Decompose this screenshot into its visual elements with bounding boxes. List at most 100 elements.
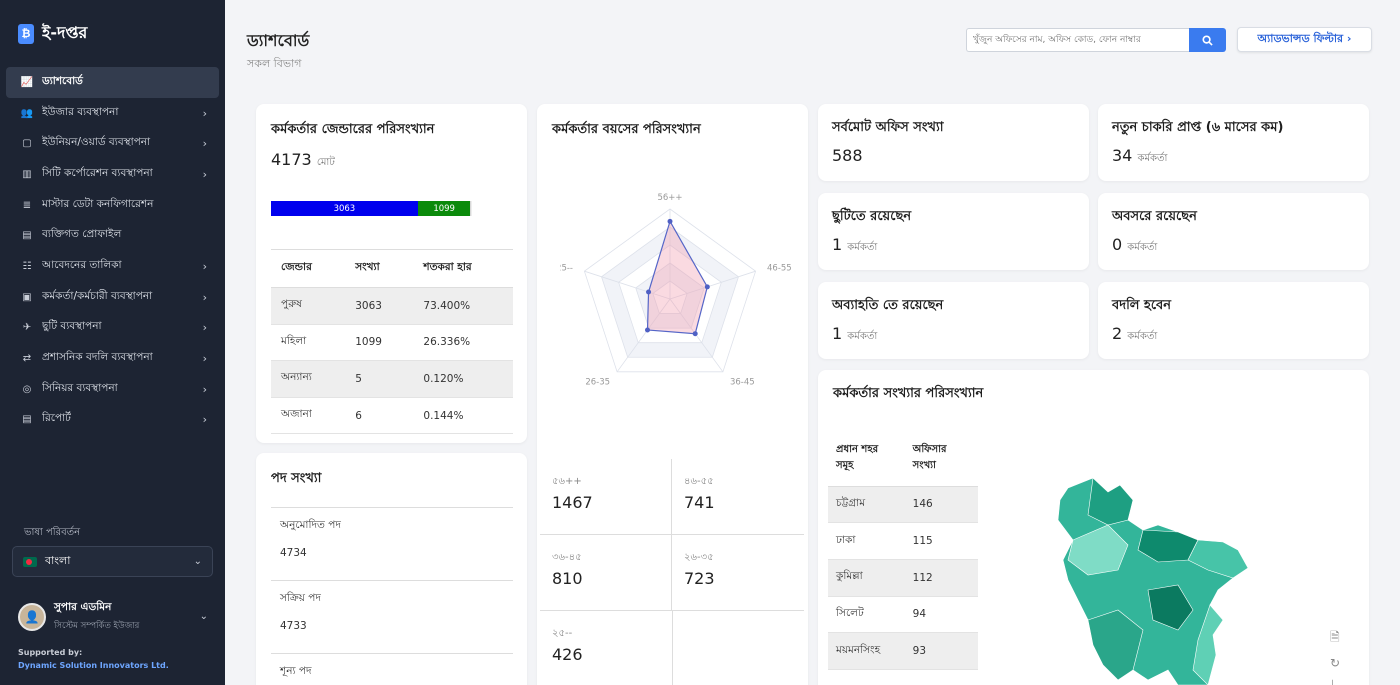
stat-unit: কর্মকর্তা xyxy=(847,242,878,253)
sidebar-item-3[interactable]: ▥ সিটি কর্পোরেশন ব্যবস্থাপনা › xyxy=(6,159,219,190)
search-button[interactable] xyxy=(1189,28,1226,52)
gender-total: 4173 মোট xyxy=(271,150,335,172)
post-value: 4734 xyxy=(280,547,307,559)
stat-card[interactable]: সর্বমোট অফিস সংখ্যা 588 xyxy=(818,104,1089,181)
gender-bar-segment[interactable]: 3063 xyxy=(271,201,418,216)
report-icon: ▤ xyxy=(22,414,32,426)
radar-point[interactable] xyxy=(692,331,698,337)
radar-point[interactable] xyxy=(645,327,651,333)
table-row: ময়মনসিংহ 93 xyxy=(828,632,978,670)
sidebar-item-1[interactable]: 👥 ইউজার ব্যবস্থাপনা › xyxy=(6,98,219,129)
stat-card[interactable]: নতুন চাকরি প্রাপ্ত (৬ মাসের কম) 34 কর্মক… xyxy=(1098,104,1369,181)
stat-value: 2 xyxy=(1112,324,1123,343)
gender-bar-segment[interactable]: 1099 xyxy=(417,201,471,216)
table-cell: মহিলা xyxy=(271,324,346,362)
chevron-down-icon: ⌄ xyxy=(199,611,208,622)
refresh-icon[interactable]: ↻ xyxy=(1330,656,1341,670)
stat-title: সর্বমোট অফিস সংখ্যা xyxy=(832,120,944,135)
radar-point[interactable] xyxy=(646,289,652,295)
stat-number: 1 কর্মকর্তা xyxy=(832,235,877,257)
table-row: ঢাকা 115 xyxy=(828,522,978,560)
stat-value: 1 xyxy=(832,235,843,254)
stat-value: 588 xyxy=(832,146,863,165)
table-cell: চট্টগ্রাম xyxy=(828,486,905,524)
advanced-filter-button[interactable]: অ্যাডভান্সড ফিল্টার › xyxy=(1237,27,1372,52)
table-row: মহিলা 1099 26.336% xyxy=(271,324,513,362)
division-table: প্রধান শহর সমূহ অফিসার সংখ্যা চট্টগ্রাম 14… xyxy=(828,430,978,670)
chevron-down-icon: ⌄ xyxy=(193,556,202,567)
age-value: 723 xyxy=(684,569,715,588)
radar-axis xyxy=(584,270,671,300)
table-cell: 73.400% xyxy=(413,287,513,325)
language-select[interactable]: বাংলা ⌄ xyxy=(12,546,213,577)
stat-unit: কর্মকর্তা xyxy=(1137,153,1168,164)
radar-axis-label: 25-- xyxy=(560,263,573,273)
sidebar-item-2[interactable]: ▢ ইউনিয়ন/ওয়ার্ড ব্যবস্থাপনা › xyxy=(6,128,219,159)
stat-title: বদলি হবেন xyxy=(1112,298,1172,313)
sidebar: ₿ ই-দপ্তর 📈 ড্যাশবোর্ড 👥 ইউজার ব্যবস্থাপ… xyxy=(0,0,225,685)
stat-unit: কর্মকর্তা xyxy=(1127,331,1158,342)
sidebar-item-label: ইউজার ব্যবস্থাপনা xyxy=(42,105,119,118)
sidebar-item-10[interactable]: ◎ সিনিয়র ব্যবস্থাপনা › xyxy=(6,374,219,405)
post-label: শূন্য পদ xyxy=(280,665,312,677)
table-cell: 0.144% xyxy=(413,397,513,435)
radar-axis-label: 46-55 xyxy=(767,263,792,273)
stat-number: 2 কর্মকর্তা xyxy=(1112,324,1157,346)
chevron-right-icon: › xyxy=(202,259,207,273)
stat-title: নতুন চাকরি প্রাপ্ত (৬ মাসের কম) xyxy=(1112,120,1284,135)
table-cell: ঢাকা xyxy=(828,522,905,560)
sidebar-item-0[interactable]: 📈 ড্যাশবোর্ড xyxy=(6,67,219,98)
sidebar-item-9[interactable]: ⇄ প্রশাসনিক বদলি ব্যবস্থাপনা › xyxy=(6,343,219,374)
chevron-right-icon: › xyxy=(202,413,207,427)
sidebar-item-6[interactable]: ☷ আবেদনের তালিকা › xyxy=(6,251,219,282)
list-icon: ☷ xyxy=(22,260,32,272)
table-cell: 1099 xyxy=(345,324,414,362)
bangladesh-flag-icon xyxy=(23,556,37,567)
division-card-title: কর্মকর্তার সংখ্যার পরিসংখ্যান xyxy=(833,386,984,401)
table-cell: সিলেট xyxy=(828,596,905,634)
stat-card[interactable]: অব্যাহতি তে রয়েছেন 1 কর্মকর্তা xyxy=(818,282,1089,359)
age-range: ৩৬-৪৫ xyxy=(552,552,582,563)
stat-unit: কর্মকর্তা xyxy=(847,331,878,342)
list-item: শূন্য পদ xyxy=(271,653,513,685)
sidebar-item-8[interactable]: ✈ ছুটি ব্যবস্থাপনা › xyxy=(6,313,219,344)
stat-value: 1 xyxy=(832,324,843,343)
radar-point[interactable] xyxy=(667,218,673,224)
radar-axis-label: 26-35 xyxy=(585,378,610,388)
user-profile[interactable]: 👤 সুপার এডমিন সিস্টেম সম্পর্কিত ইউজার ⌄ xyxy=(18,600,208,633)
division-column-header: অফিসার সংখ্যা xyxy=(904,430,978,487)
age-value: 1467 xyxy=(552,493,593,512)
document-icon[interactable]: 🗎 xyxy=(1330,630,1340,644)
download-icon[interactable]: ⤓ xyxy=(1330,677,1336,685)
map-tools: 🗎 ↻ ⤓ xyxy=(1330,628,1340,685)
brand[interactable]: ₿ ই-দপ্তর xyxy=(18,20,87,47)
table-cell: ময়মনসিংহ xyxy=(828,632,905,670)
division-stats-card: কর্মকর্তার সংখ্যার পরিসংখ্যান প্রধান শহর… xyxy=(818,370,1369,685)
sidebar-item-5[interactable]: ▤ ব্যক্তিগত প্রোফাইল xyxy=(6,220,219,251)
search-input[interactable] xyxy=(966,28,1189,52)
stat-card[interactable]: ছুটিতে রয়েছেন 1 কর্মকর্তা xyxy=(818,193,1089,270)
table-row: অন্যান্য 5 0.120% xyxy=(271,360,513,398)
sidebar-item-11[interactable]: ▤ রিপোর্ট › xyxy=(6,405,219,436)
supported-org[interactable]: Dynamic Solution Innovators Ltd. xyxy=(18,661,169,670)
radar-axis xyxy=(616,298,671,373)
building-icon: ▥ xyxy=(22,168,32,180)
table-cell: 146 xyxy=(904,486,978,524)
age-range: ২৬-৩৫ xyxy=(684,552,714,563)
table-cell: 26.336% xyxy=(413,324,513,362)
table-cell: 3063 xyxy=(345,287,414,325)
chevron-right-icon: › xyxy=(202,321,207,335)
language-title: ভাষা পরিবর্তন xyxy=(24,527,81,538)
stat-number: 1 কর্মকর্তা xyxy=(832,324,877,346)
radar-point[interactable] xyxy=(704,284,710,290)
sidebar-item-label: ইউনিয়ন/ওয়ার্ড ব্যবস্থাপনা xyxy=(42,136,151,149)
sidebar-item-7[interactable]: ▣ কর্মকর্তা/কর্মচারী ব্যবস্থাপনা › xyxy=(6,282,219,313)
bangladesh-map[interactable] xyxy=(1048,470,1278,685)
age-value: 741 xyxy=(684,493,715,512)
age-stats-card: কর্মকর্তার বয়সের পরিসংখ্যান 56++ 46-55 36… xyxy=(537,104,808,685)
transfer-icon: ⇄ xyxy=(22,353,32,365)
stat-card[interactable]: বদলি হবেন 2 কর্মকর্তা xyxy=(1098,282,1369,359)
table-row: কুমিল্লা 112 xyxy=(828,559,978,597)
stat-card[interactable]: অবসরে রয়েছেন 0 কর্মকর্তা xyxy=(1098,193,1369,270)
sidebar-item-4[interactable]: ≣ মাস্টার ডেটা কনফিগারেশন xyxy=(6,190,219,221)
